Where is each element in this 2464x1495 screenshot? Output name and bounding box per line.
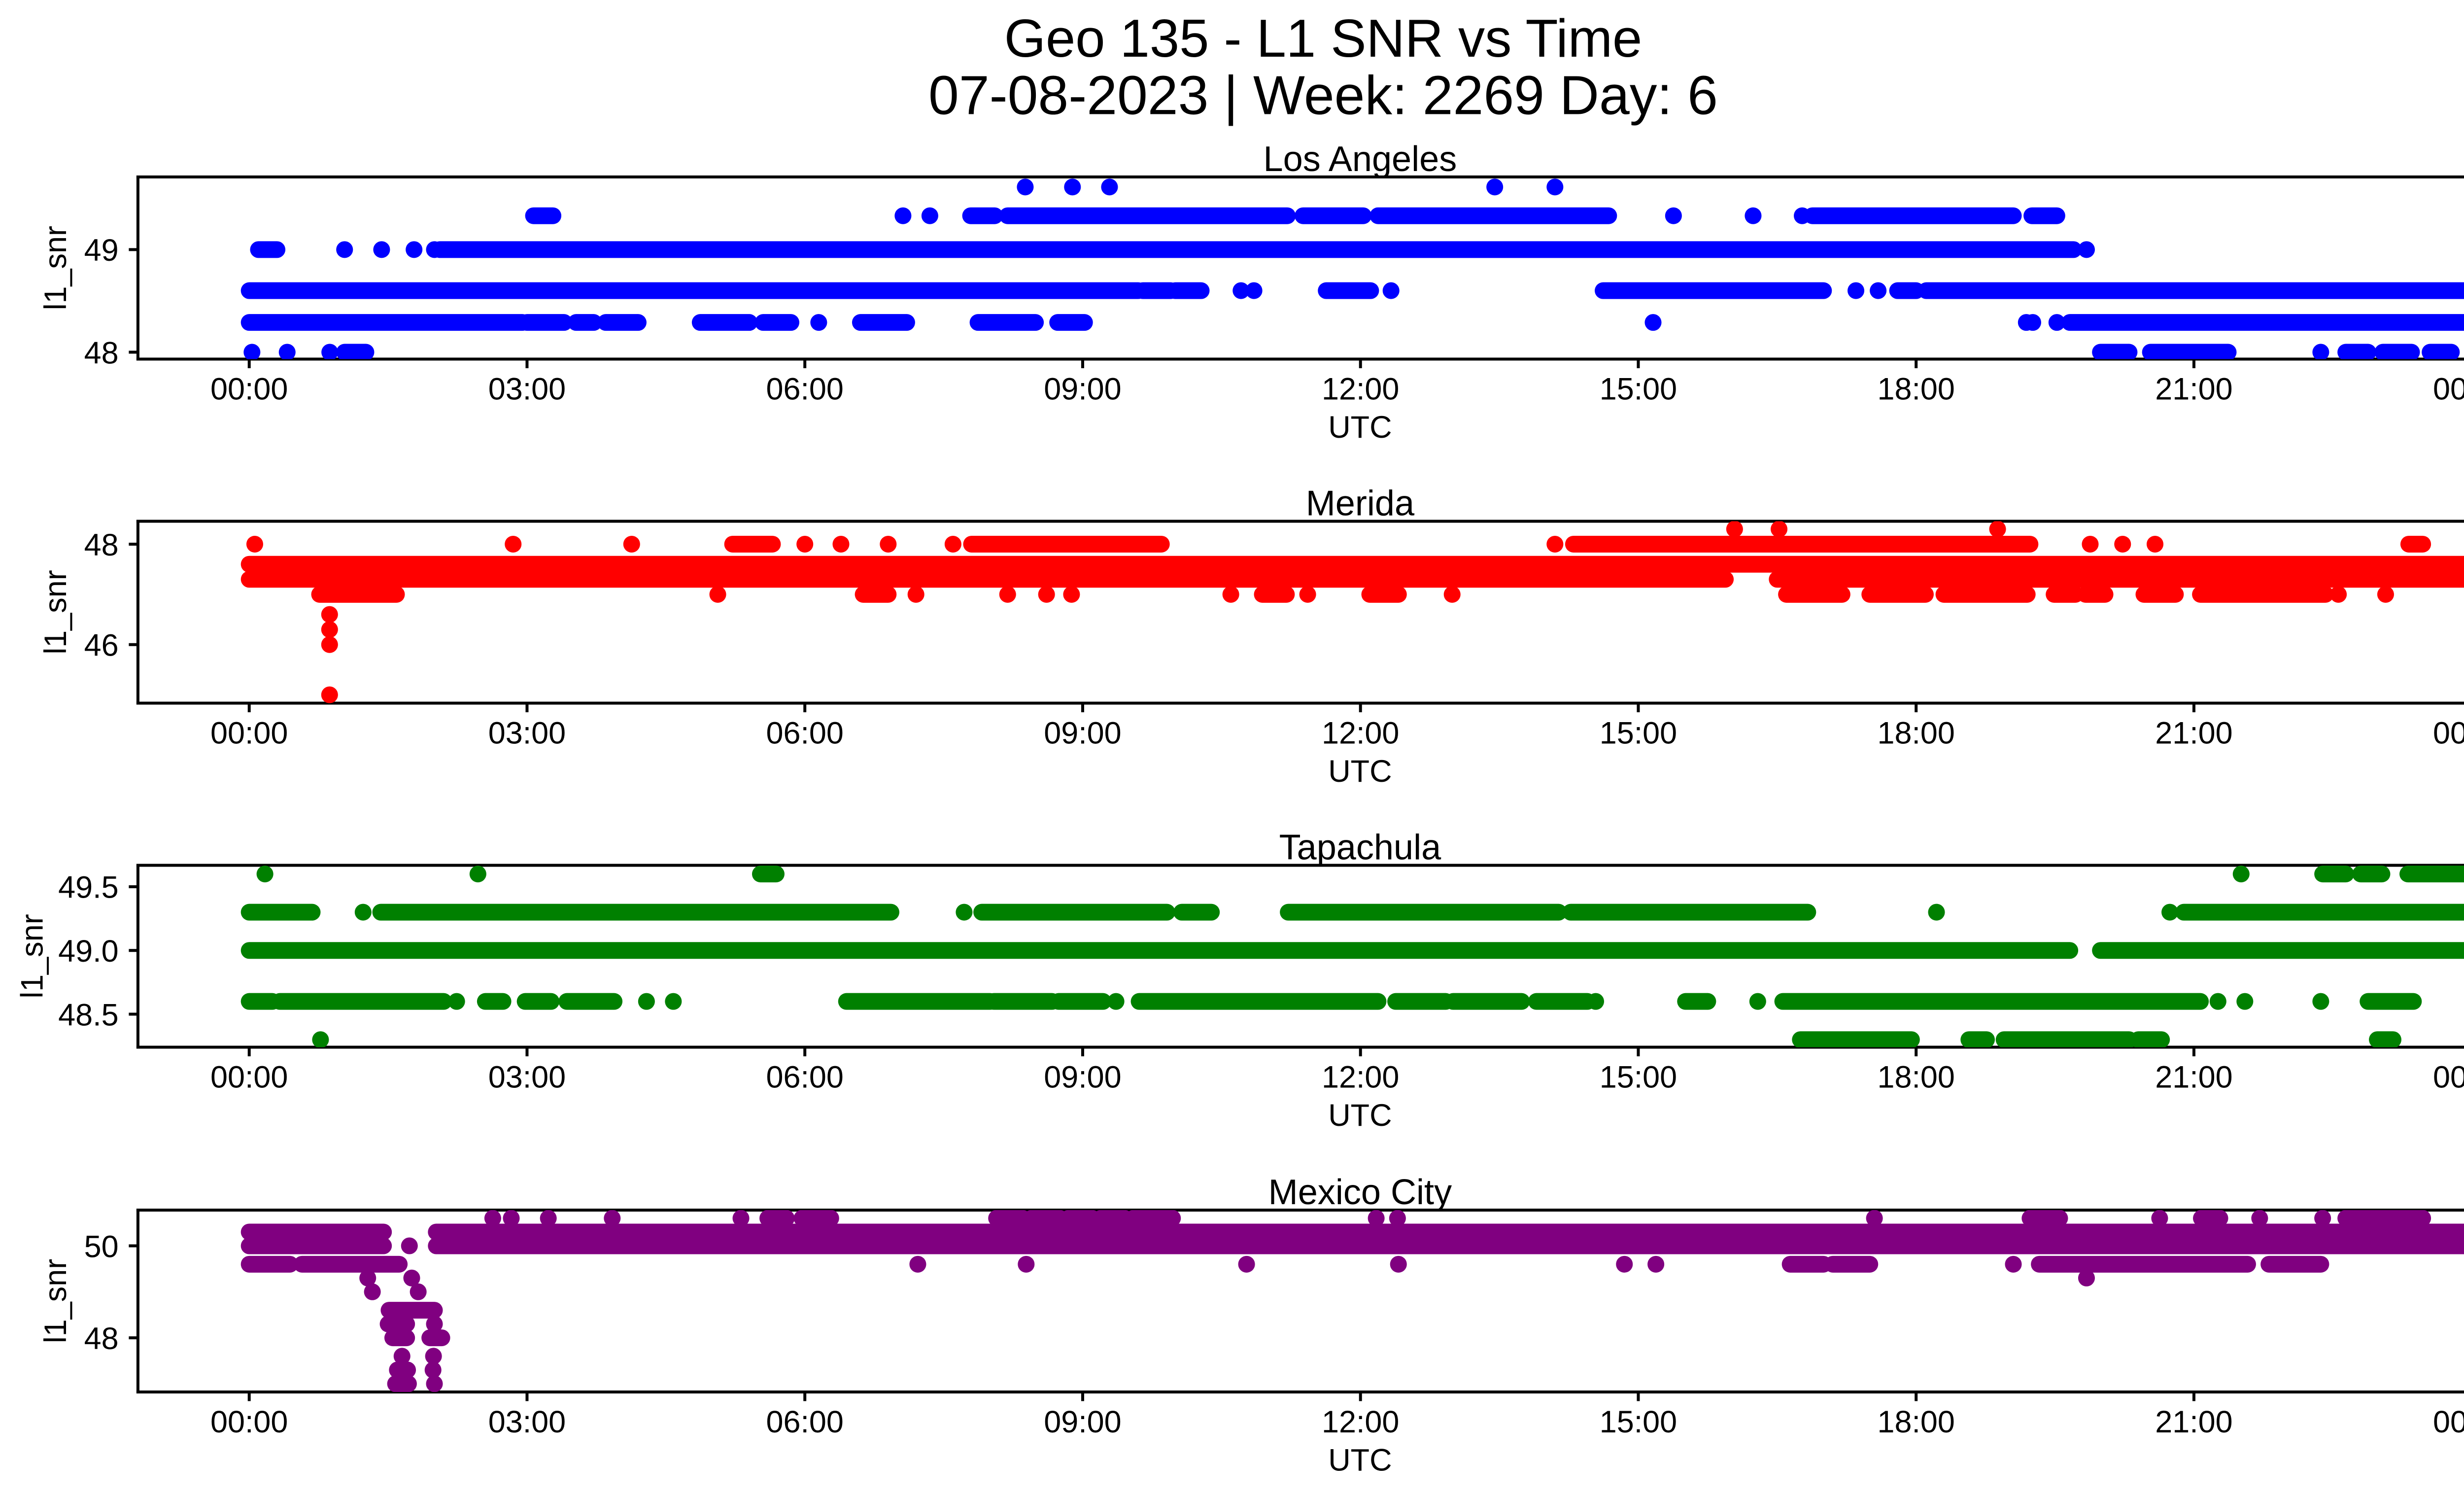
svg-text:12:00: 12:00	[1322, 1060, 1399, 1095]
svg-text:l1_snr: l1_snr	[38, 1259, 73, 1343]
svg-text:09:00: 09:00	[1044, 372, 1121, 407]
svg-text:18:00: 18:00	[1877, 1060, 1954, 1095]
svg-text:Mexico City: Mexico City	[1268, 1173, 1452, 1212]
svg-text:l1_snr: l1_snr	[38, 570, 73, 654]
svg-text:00:00: 00:00	[210, 1060, 288, 1095]
svg-text:Geo 135 - L1 SNR vs Time: Geo 135 - L1 SNR vs Time	[1004, 8, 1642, 68]
svg-text:06:00: 06:00	[766, 716, 843, 751]
svg-text:15:00: 15:00	[1600, 1405, 1677, 1439]
svg-text:49: 49	[84, 233, 119, 268]
svg-text:00:00: 00:00	[2433, 1060, 2464, 1095]
svg-text:03:00: 03:00	[488, 716, 566, 751]
svg-text:09:00: 09:00	[1044, 716, 1121, 751]
svg-text:48: 48	[84, 1321, 119, 1356]
svg-text:UTC: UTC	[1328, 1443, 1392, 1478]
svg-text:12:00: 12:00	[1322, 1405, 1399, 1439]
svg-text:15:00: 15:00	[1600, 372, 1677, 407]
svg-text:06:00: 06:00	[766, 372, 843, 407]
svg-text:21:00: 21:00	[2155, 1405, 2232, 1439]
svg-text:UTC: UTC	[1328, 754, 1392, 789]
svg-text:00:00: 00:00	[2433, 1405, 2464, 1439]
svg-text:UTC: UTC	[1328, 410, 1392, 445]
svg-text:48.5: 48.5	[58, 998, 118, 1032]
svg-text:06:00: 06:00	[766, 1405, 843, 1439]
svg-text:Los Angeles: Los Angeles	[1264, 139, 1457, 179]
svg-text:UTC: UTC	[1328, 1098, 1392, 1133]
svg-text:00:00: 00:00	[210, 372, 288, 407]
svg-text:48: 48	[84, 528, 119, 562]
svg-text:49.0: 49.0	[58, 934, 118, 969]
svg-text:21:00: 21:00	[2155, 1060, 2232, 1095]
svg-text:21:00: 21:00	[2155, 372, 2232, 407]
svg-text:46: 46	[84, 628, 119, 663]
svg-text:00:00: 00:00	[2433, 372, 2464, 407]
svg-text:48: 48	[84, 336, 119, 370]
svg-text:18:00: 18:00	[1877, 372, 1954, 407]
svg-text:21:00: 21:00	[2155, 716, 2232, 751]
svg-text:Merida: Merida	[1306, 484, 1415, 523]
svg-text:18:00: 18:00	[1877, 1405, 1954, 1439]
svg-text:15:00: 15:00	[1600, 1060, 1677, 1095]
svg-text:18:00: 18:00	[1877, 716, 1954, 751]
svg-text:l1_snr: l1_snr	[38, 226, 73, 310]
svg-text:06:00: 06:00	[766, 1060, 843, 1095]
svg-text:49.5: 49.5	[58, 870, 118, 905]
svg-text:12:00: 12:00	[1322, 716, 1399, 751]
svg-text:Tapachula: Tapachula	[1279, 828, 1442, 868]
svg-text:03:00: 03:00	[488, 1060, 566, 1095]
svg-text:50: 50	[84, 1229, 119, 1264]
svg-text:03:00: 03:00	[488, 1405, 566, 1439]
svg-text:l1_snr: l1_snr	[15, 914, 49, 998]
svg-text:07-08-2023 | Week: 2269 Day: 6: 07-08-2023 | Week: 2269 Day: 6	[928, 64, 1718, 126]
svg-text:00:00: 00:00	[210, 1405, 288, 1439]
svg-text:12:00: 12:00	[1322, 372, 1399, 407]
svg-text:00:00: 00:00	[210, 716, 288, 751]
svg-text:09:00: 09:00	[1044, 1060, 1121, 1095]
svg-text:03:00: 03:00	[488, 372, 566, 407]
svg-text:15:00: 15:00	[1600, 716, 1677, 751]
svg-text:09:00: 09:00	[1044, 1405, 1121, 1439]
svg-text:00:00: 00:00	[2433, 716, 2464, 751]
